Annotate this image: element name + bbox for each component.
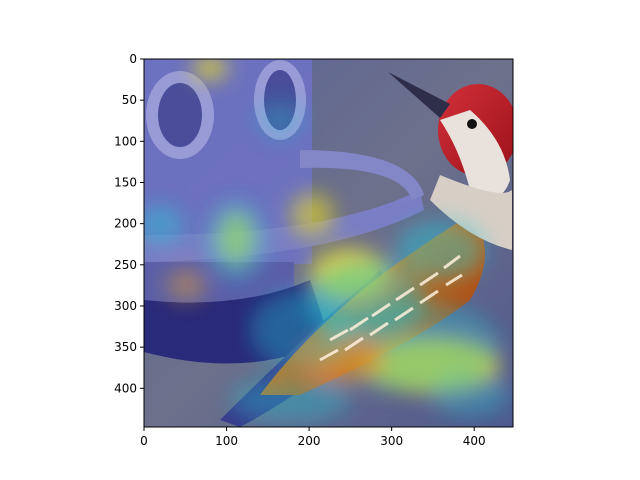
y-tick-label: 50: [122, 93, 137, 107]
y-tick-label: 350: [114, 340, 137, 354]
y-tick-label: 300: [114, 299, 137, 313]
x-tick-label: 400: [463, 434, 486, 448]
y-axis: 0 50 100 150 200 250 300 350 400: [114, 52, 144, 395]
x-tick-label: 300: [380, 434, 403, 448]
x-tick-label: 200: [298, 434, 321, 448]
y-tick-label: 200: [114, 217, 137, 231]
axes-frame: [143, 58, 514, 428]
x-axis: 0 100 200 300 400: [140, 427, 486, 448]
y-tick-label: 400: [114, 381, 137, 395]
y-tick-label: 250: [114, 258, 137, 272]
y-tick-label: 150: [114, 175, 137, 189]
y-tick-label: 100: [114, 134, 137, 148]
x-tick-label: 0: [140, 434, 148, 448]
wing-bars: [319, 254, 463, 362]
x-tick-label: 100: [215, 434, 238, 448]
heatmap-overlay-image: [144, 59, 513, 427]
y-tick-label: 0: [129, 52, 137, 66]
